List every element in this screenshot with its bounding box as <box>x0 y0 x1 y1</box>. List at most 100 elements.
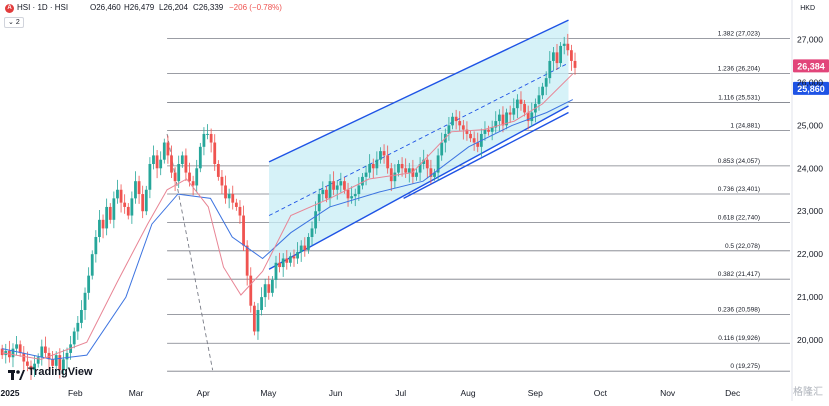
candle-body <box>422 159 426 164</box>
candle-body <box>260 297 263 310</box>
x-tick-label: Aug <box>460 388 475 398</box>
candle-body <box>379 151 382 160</box>
candle-body <box>335 185 339 190</box>
indicator-toggle[interactable]: ⌄ 2 <box>4 17 24 28</box>
candle-body <box>447 125 451 134</box>
candle-body <box>62 359 65 371</box>
candle-body <box>551 52 555 61</box>
symbol-icon: A <box>5 4 14 13</box>
fib-level-label: 0.5 (22,078) <box>725 243 760 250</box>
candle-body <box>314 211 318 229</box>
candle-body <box>144 189 148 212</box>
candle-body <box>98 219 101 237</box>
candle-body <box>346 189 350 199</box>
candle-body <box>180 155 184 164</box>
y-tick-label: 23,000 <box>797 206 823 216</box>
candle-body <box>436 155 440 173</box>
candle-body <box>469 133 472 139</box>
candle-body <box>141 194 145 212</box>
candle-body <box>530 112 534 122</box>
candle-body <box>166 142 170 156</box>
y-tick-label: 20,000 <box>797 335 823 345</box>
candle-body <box>440 142 444 156</box>
candle-body <box>249 275 253 306</box>
candle-body <box>116 189 119 199</box>
candle-body <box>177 164 181 182</box>
candle-body <box>505 112 508 126</box>
candle-body <box>454 116 458 122</box>
ohlc-high: H26,479 <box>124 3 155 12</box>
candle-body <box>526 112 530 122</box>
candle-body <box>213 142 217 164</box>
fib-level-label: 0 (19,275) <box>730 363 760 370</box>
candle-body <box>76 322 80 332</box>
moving-average-slow <box>2 99 574 360</box>
ohlc-close: C26,339 <box>193 3 224 12</box>
candle-body <box>148 164 152 190</box>
candle-body <box>72 331 76 345</box>
fib-level-label: 0.736 (23,401) <box>718 186 760 193</box>
candle-body <box>555 52 559 64</box>
candle-body <box>209 133 213 143</box>
level-marker-label: 25,860 <box>797 84 825 94</box>
y-tick-label: 27,000 <box>797 34 823 44</box>
candle-body <box>234 202 238 207</box>
y-tick-label: 26,000 <box>797 77 823 87</box>
y-tick-label: 22,000 <box>797 249 823 259</box>
candle-body <box>512 108 516 115</box>
candle-body <box>44 346 47 353</box>
candle-body <box>483 129 487 134</box>
candle-body <box>562 43 566 46</box>
x-tick-label: May <box>260 388 277 398</box>
fib-level-label: 0.618 (22,740) <box>718 214 760 221</box>
candle-body <box>11 348 15 358</box>
fib-level-label: 1.116 (25,531) <box>718 95 760 102</box>
currency-label: HKD <box>800 5 815 12</box>
candle-body <box>173 172 177 182</box>
candle-body <box>195 168 199 186</box>
candle-body <box>105 206 109 229</box>
candle-body <box>22 352 26 362</box>
x-tick-label: Nov <box>660 388 676 398</box>
candle-body <box>361 176 364 186</box>
tradingview-logo-icon <box>8 367 25 380</box>
candle-body <box>126 206 130 216</box>
candle-body <box>224 185 227 199</box>
candle-body <box>137 181 141 195</box>
candle-body <box>296 252 299 259</box>
candle-body <box>245 245 249 276</box>
decline-projection-line <box>166 133 214 371</box>
x-tick-label: Jun <box>329 388 343 398</box>
candle-body <box>328 181 332 199</box>
tradingview-logo[interactable]: TradingView <box>8 366 93 380</box>
candle-body <box>307 237 310 250</box>
candle-body <box>350 196 354 199</box>
candle-body <box>537 95 541 104</box>
candle-body <box>134 181 137 199</box>
candle-body <box>494 121 498 128</box>
last-price-badge <box>793 59 829 73</box>
candle-body <box>375 159 379 169</box>
candle-body <box>267 284 271 293</box>
candle-body <box>299 245 303 253</box>
candle-body <box>242 215 245 246</box>
candle-body <box>155 155 159 169</box>
candle-body <box>541 86 544 96</box>
channel-upper-line <box>268 19 569 163</box>
candle-body <box>386 155 390 169</box>
candle-body <box>508 112 512 115</box>
candle-body <box>343 181 346 190</box>
candle-body <box>544 78 548 87</box>
x-tick-label: 2025 <box>1 388 20 398</box>
chart-title[interactable]: HSI · 1D · HSI <box>17 3 69 12</box>
candle-body <box>310 228 314 237</box>
candle-body <box>476 142 480 147</box>
candle-body <box>18 344 22 353</box>
candle-body <box>54 355 58 366</box>
candle-body <box>570 50 573 61</box>
candle-body <box>227 194 231 199</box>
candle-body <box>33 363 36 371</box>
x-tick-label: Oct <box>594 388 608 398</box>
